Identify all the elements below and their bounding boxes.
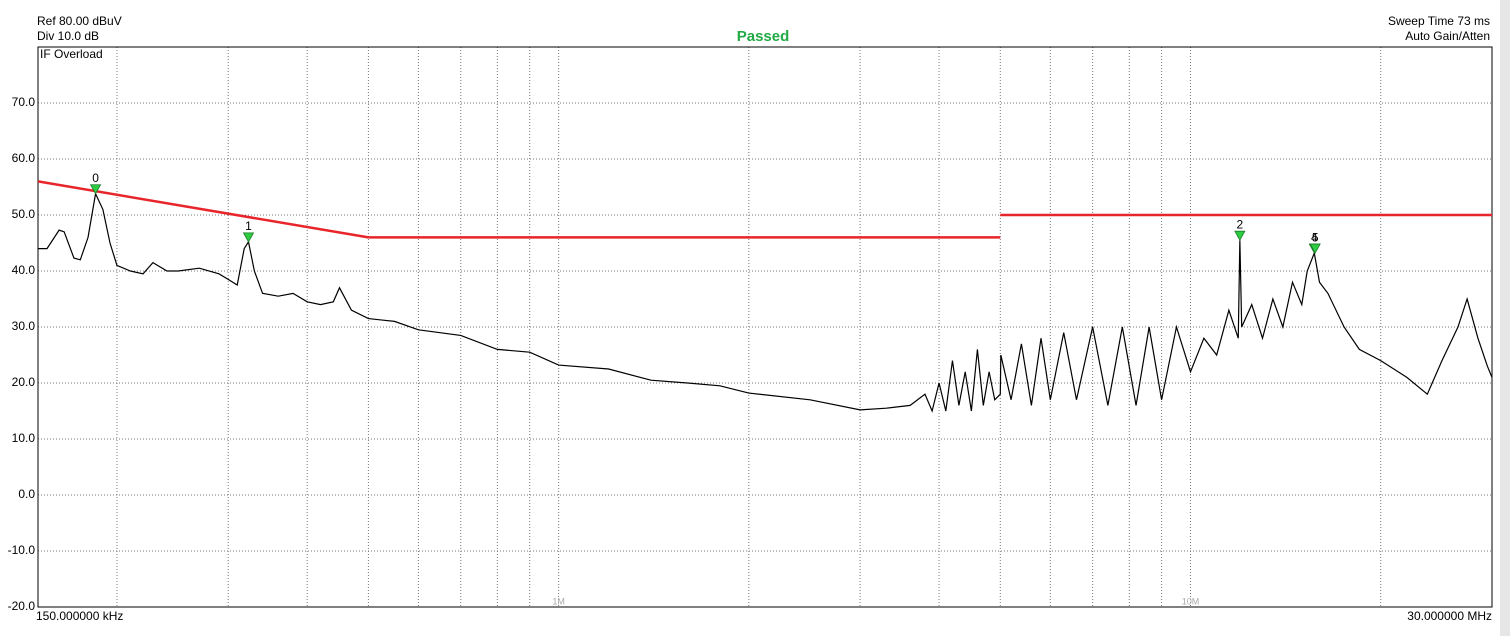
marker	[89, 184, 102, 195]
marker	[242, 232, 255, 243]
status-label: IF Overload	[40, 47, 103, 61]
y-tick-label: 70.0	[12, 95, 36, 109]
y-tick-label: 20.0	[12, 375, 36, 389]
y-tick-label: -10.0	[8, 543, 36, 557]
x-tick-label: 1M	[552, 596, 565, 606]
marker-label: 2	[1237, 217, 1244, 231]
marker-label: 0	[92, 171, 99, 185]
y-tick-label: 50.0	[12, 207, 36, 221]
start-label: 150.000000 kHz	[36, 609, 123, 623]
y-tick-label: -20.0	[8, 599, 36, 613]
gain-label: Auto Gain/Atten	[1405, 29, 1490, 43]
limit-line	[37, 180, 369, 239]
div-label: Div 10.0 dB	[37, 29, 99, 43]
marker	[1234, 230, 1246, 242]
y-tick-label: 0.0	[18, 487, 35, 501]
trace	[38, 191, 1493, 413]
marker-label: 4	[1311, 230, 1318, 244]
plot-frame	[37, 46, 1493, 608]
sweep-label: Sweep Time 73 ms	[1388, 14, 1490, 28]
y-tick-label: 60.0	[12, 151, 36, 165]
stop-label: 30.000000 MHz	[1407, 609, 1492, 623]
y-tick-label: 30.0	[12, 319, 36, 333]
pass-status: Passed	[737, 28, 790, 45]
ref-label: Ref 80.00 dBuV	[37, 14, 122, 28]
x-tick-label: 10M	[1182, 596, 1200, 606]
scroll-strip	[1500, 0, 1510, 636]
marker-label: 5	[1312, 230, 1319, 244]
marker-label: 1	[245, 219, 252, 233]
y-tick-label: 40.0	[12, 263, 36, 277]
marker	[1309, 243, 1321, 254]
y-tick-label: 10.0	[12, 431, 36, 445]
